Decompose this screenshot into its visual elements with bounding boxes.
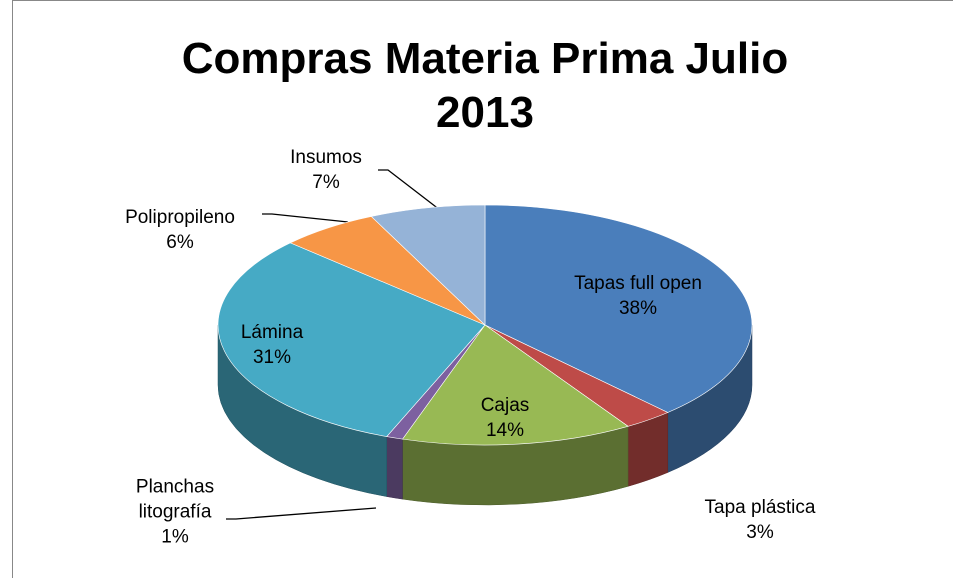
slice-side [386,436,403,500]
data-label: Insumos 7% [290,145,362,195]
data-label: Tapa plástica 3% [705,495,816,545]
category-label: Tapas full open [574,273,702,294]
leader-line [262,213,349,223]
data-label: Tapas full open 38% [574,271,702,321]
slice [217,242,486,437]
data-label: Polipropileno 6% [125,205,235,255]
category-label: Planchas litografía [135,476,215,523]
value-label: 14% [485,420,525,441]
data-label: Planchas litografía 1% [120,475,230,550]
slice-sides [217,324,753,506]
category-label: Cajas [480,395,530,416]
category-label: Tapa plástica [704,497,816,518]
slice [484,204,753,413]
value-label: 3% [746,522,774,543]
slice-tops [217,204,753,446]
value-label: 6% [166,232,194,253]
leader-line [378,169,441,211]
value-label: 31% [252,347,292,368]
value-label: 1% [161,526,189,548]
value-label: 38% [618,298,658,319]
leader-line [226,507,377,520]
data-label: Lámina 31% [241,320,303,370]
chart-title: Compras Materia Prima Julio 2013 [181,34,789,137]
value-label: 7% [312,172,340,193]
category-label: Insumos [290,147,362,168]
slice [370,204,486,326]
category-label: Polipropileno [125,207,235,228]
category-label: Lámina [240,322,304,343]
chart-frame [12,0,953,578]
slice [401,324,629,446]
data-label: Cajas 14% [481,393,530,443]
